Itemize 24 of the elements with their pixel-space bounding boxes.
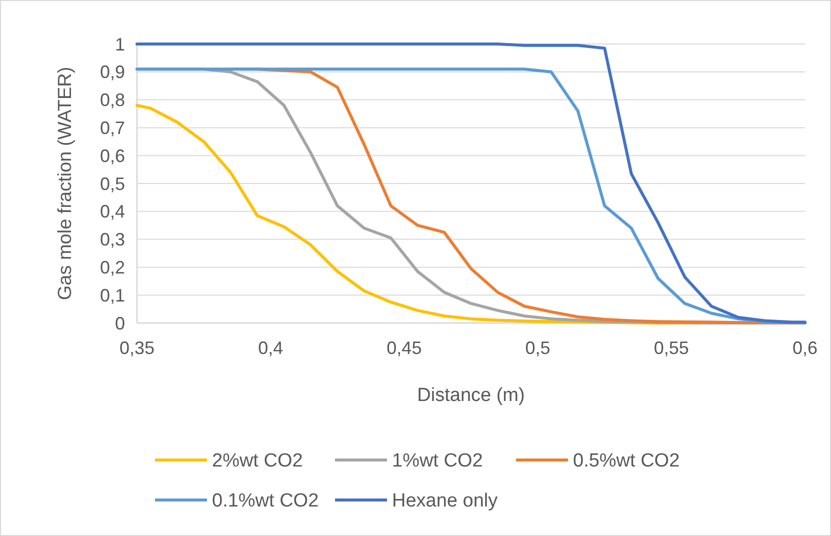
x-tick-label: 0,5 bbox=[525, 338, 550, 358]
legend-label: 0.1%wt CO2 bbox=[212, 490, 319, 512]
x-tick-label: 0,35 bbox=[119, 338, 155, 358]
legend-label: 0.5%wt CO2 bbox=[573, 450, 680, 472]
x-axis-title: Distance (m) bbox=[417, 385, 525, 406]
x-tick-label: 0,6 bbox=[792, 338, 818, 358]
legend-label: 1%wt CO2 bbox=[392, 450, 483, 472]
y-tick-label: 0,3 bbox=[100, 230, 125, 250]
y-tick-label: 0 bbox=[114, 313, 125, 334]
y-tick-label: 0,5 bbox=[100, 174, 125, 194]
y-tick-label: 0,8 bbox=[100, 90, 125, 110]
y-tick-label: 0,2 bbox=[100, 258, 125, 278]
legend-label: Hexane only bbox=[392, 490, 498, 512]
x-tick-label: 0,55 bbox=[654, 338, 689, 358]
x-tick-label: 0,45 bbox=[386, 338, 422, 358]
y-tick-label: 0,6 bbox=[100, 146, 125, 166]
legend-label: 2%wt CO2 bbox=[212, 450, 303, 472]
y-tick-label: 0,7 bbox=[100, 118, 125, 138]
y-tick-label: 0,4 bbox=[100, 202, 125, 222]
y-tick-label: 0,1 bbox=[100, 285, 125, 306]
y-axis-title: Gas mole fraction (WATER) bbox=[55, 66, 76, 300]
y-tick-label: 0,9 bbox=[100, 62, 125, 82]
x-tick-label: 0,4 bbox=[258, 338, 284, 358]
y-tick-label: 1 bbox=[114, 34, 125, 54]
